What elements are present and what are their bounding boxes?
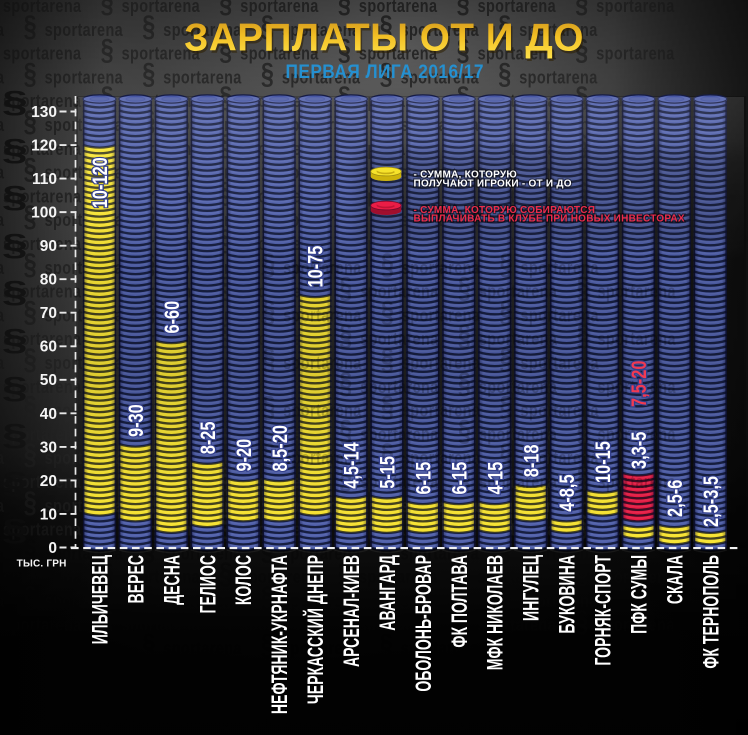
svg-text:10: 10 [40, 506, 57, 523]
svg-text:60: 60 [40, 339, 57, 356]
svg-text:8-25: 8-25 [196, 421, 219, 454]
svg-text:ТЫС. ГРН: ТЫС. ГРН [17, 559, 67, 570]
svg-text:- СУММА, КОТОРУЮ СОБИРАЮТСЯ: - СУММА, КОТОРУЮ СОБИРАЮТСЯ [414, 205, 596, 216]
svg-text:ПФК СУМЫ: ПФК СУМЫ [626, 555, 651, 634]
svg-text:ЗАРПЛАТЫ ОТ И ДО: ЗАРПЛАТЫ ОТ И ДО [186, 19, 586, 62]
svg-text:6-60: 6-60 [160, 301, 183, 334]
svg-text:БУКОВИНА: БУКОВИНА [554, 555, 579, 634]
svg-text:70: 70 [40, 305, 57, 322]
svg-text:ПЕРВАЯ ЛИГА 2016/17: ПЕРВАЯ ЛИГА 2016/17 [285, 61, 483, 82]
svg-text:ДЕСНА: ДЕСНА [159, 555, 184, 605]
svg-text:40: 40 [40, 406, 57, 423]
svg-text:КОЛОС: КОЛОС [231, 555, 256, 605]
svg-text:ПОЛУЧАЮТ ИГРОКИ - ОТ И ДО: ПОЛУЧАЮТ ИГРОКИ - ОТ И ДО [414, 178, 572, 189]
svg-text:50: 50 [40, 372, 57, 389]
svg-text:30: 30 [40, 439, 57, 456]
svg-text:ИНГУЛЕЦ: ИНГУЛЕЦ [518, 555, 543, 621]
svg-text:6-15: 6-15 [447, 462, 470, 495]
svg-text:120: 120 [31, 137, 57, 154]
svg-text:90: 90 [40, 238, 57, 255]
svg-text:20: 20 [40, 473, 57, 490]
svg-text:АВАНГАРД: АВАНГАРД [375, 555, 400, 631]
svg-text:8,5-20: 8,5-20 [268, 425, 291, 471]
svg-text:9-30: 9-30 [124, 404, 147, 437]
svg-text:2,5-3,5: 2,5-3,5 [699, 476, 722, 527]
svg-text:4,5-14: 4,5-14 [340, 442, 363, 489]
svg-text:ВЕРЕС: ВЕРЕС [123, 555, 148, 603]
svg-text:СКАЛА: СКАЛА [662, 555, 687, 604]
svg-text:10-75: 10-75 [304, 246, 327, 288]
svg-text:- СУММА, КОТОРУЮ: - СУММА, КОТОРУЮ [414, 169, 517, 180]
svg-text:6-15: 6-15 [412, 462, 435, 495]
svg-text:ОБОЛОНЬ-БРОВАР: ОБОЛОНЬ-БРОВАР [411, 555, 436, 692]
svg-text:10-15: 10-15 [591, 441, 614, 483]
svg-text:130: 130 [31, 104, 57, 121]
svg-text:ИЛЬИЧЕВЕЦ: ИЛЬИЧЕВЕЦ [87, 555, 112, 645]
svg-text:8-18: 8-18 [519, 444, 542, 477]
svg-text:НЕФТЯНИК-УКРНАФТА: НЕФТЯНИК-УКРНАФТА [267, 555, 292, 714]
svg-text:9-20: 9-20 [232, 439, 255, 472]
svg-text:10-120: 10-120 [88, 157, 111, 208]
svg-text:ЧЕРКАССКИЙ ДНЕПР: ЧЕРКАССКИЙ ДНЕПР [303, 555, 328, 704]
svg-text:2,5-6: 2,5-6 [663, 480, 686, 517]
svg-text:ЗАРПЛАТЫ ОТ И ДО: ЗАРПЛАТЫ ОТ И ДО [184, 17, 584, 60]
svg-text:4-15: 4-15 [483, 462, 506, 495]
svg-text:4-8,5: 4-8,5 [555, 474, 578, 511]
svg-text:ГОРНЯК-СПОРТ: ГОРНЯК-СПОРТ [590, 554, 615, 665]
svg-text:АРСЕНАЛ-КИЕВ: АРСЕНАЛ-КИЕВ [339, 555, 364, 667]
svg-text:ФК ТЕРНОПОЛЬ: ФК ТЕРНОПОЛЬ [698, 555, 723, 669]
svg-text:110: 110 [32, 171, 57, 188]
svg-text:0: 0 [48, 540, 57, 557]
svg-text:80: 80 [40, 272, 57, 289]
svg-text:5-15: 5-15 [376, 456, 399, 489]
svg-text:ГЕЛИОС: ГЕЛИОС [195, 555, 220, 613]
svg-text:МФК НИКОЛАЕВ: МФК НИКОЛАЕВ [482, 555, 507, 670]
svg-text:ВЫПЛАЧИВАТЬ В КЛУБЕ ПРИ НОВЫХ: ВЫПЛАЧИВАТЬ В КЛУБЕ ПРИ НОВЫХ ИНВЕСТОРАХ [414, 214, 685, 225]
svg-text:7,5-20: 7,5-20 [627, 361, 650, 407]
svg-text:ФК ПОЛТАВА: ФК ПОЛТАВА [447, 555, 472, 648]
svg-text:3,3-5: 3,3-5 [627, 432, 650, 469]
svg-text:100: 100 [31, 205, 57, 222]
